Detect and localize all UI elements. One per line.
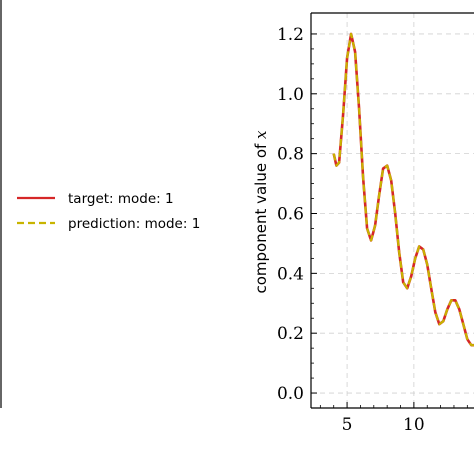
legend: target: mode: 1 prediction: mode: 1 bbox=[17, 191, 200, 232]
legend-label-target: target: mode: 1 bbox=[68, 191, 174, 207]
series-line-prediction bbox=[332, 32, 474, 347]
series-layer bbox=[332, 32, 474, 347]
y-axis-label-text: component value of bbox=[252, 139, 270, 294]
y-tick-label: 1.0 bbox=[277, 85, 304, 105]
y-tick-label: 0.6 bbox=[277, 204, 304, 224]
y-tick-label: 0.0 bbox=[277, 384, 304, 404]
y-axis-label: component value of x bbox=[252, 130, 270, 294]
y-tick-label: 0.2 bbox=[277, 324, 304, 344]
x-tick-label: 10 bbox=[403, 415, 425, 435]
x-tick-label: 5 bbox=[342, 415, 353, 435]
y-tick-label: 0.8 bbox=[277, 145, 304, 165]
axes: 0.0 0.2 0.4 0.6 0.8 1.0 1.2 5 10 bbox=[277, 12, 474, 435]
grid bbox=[311, 13, 474, 408]
y-tick-label: 1.2 bbox=[277, 25, 304, 45]
legend-label-prediction: prediction: mode: 1 bbox=[68, 216, 200, 232]
series-line-target bbox=[332, 32, 474, 347]
y-axis-label-var: x bbox=[252, 130, 270, 139]
y-tick-label: 0.4 bbox=[277, 264, 304, 284]
